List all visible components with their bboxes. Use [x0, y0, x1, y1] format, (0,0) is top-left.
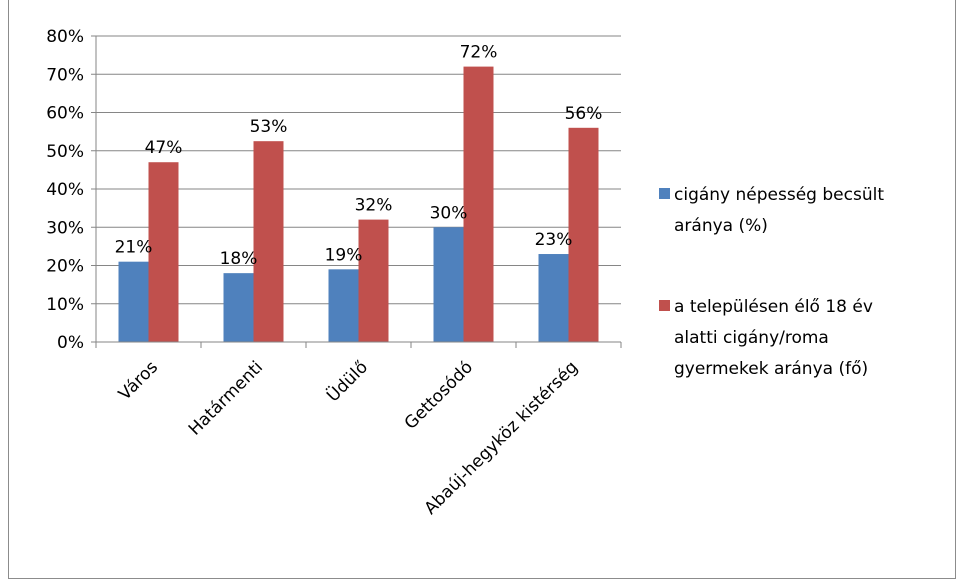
y-tick-label: 10%	[46, 295, 84, 315]
y-tick-label: 40%	[46, 180, 84, 200]
bar-series-2	[568, 127, 599, 342]
data-label: 72%	[460, 43, 498, 63]
data-label: 47%	[145, 138, 183, 158]
data-label: 21%	[115, 238, 153, 258]
y-tick-label: 50%	[46, 142, 84, 162]
data-label: 56%	[565, 104, 603, 124]
legend-label-line: alatti cigány/roma	[674, 328, 829, 348]
legend-swatch-series-2	[659, 300, 670, 311]
data-label: 32%	[355, 196, 393, 216]
data-label: 53%	[250, 117, 288, 137]
y-tick-labels: 0% 10% 20% 30% 40% 50% 60% 70% 80%	[46, 27, 84, 353]
x-category-label: Gettosódó	[401, 357, 477, 433]
bar-series-2	[253, 141, 284, 342]
y-tick-label: 20%	[46, 257, 84, 277]
data-label: 19%	[325, 245, 363, 265]
bar-series-2	[148, 162, 179, 342]
x-category-label: Határmenti	[185, 357, 267, 439]
x-category-label: Üdülő	[322, 356, 372, 406]
data-label: 23%	[535, 230, 573, 250]
x-category-label: Város	[115, 357, 162, 404]
legend-swatch-series-1	[659, 188, 670, 199]
y-tick-label: 30%	[46, 218, 84, 238]
y-tick-label: 0%	[57, 333, 84, 353]
bar-series-2	[358, 219, 389, 342]
y-tick-label: 60%	[46, 104, 84, 124]
data-labels: 21% 47% 18% 53% 19% 32% 30% 72% 23% 56%	[115, 43, 603, 270]
bar-series-1	[328, 269, 359, 342]
bar-series-1	[538, 254, 569, 342]
legend: cigány népesség becsült aránya (%) a telep…	[659, 185, 884, 379]
data-label: 18%	[220, 249, 258, 269]
y-tick-label: 70%	[46, 65, 84, 85]
bars	[118, 66, 599, 342]
y-tick-label: 80%	[46, 27, 84, 47]
legend-label-line: cigány népesség becsült	[674, 185, 884, 205]
bar-chart: 0% 10% 20% 30% 40% 50% 60% 70% 80% Város Határmen…	[46, 27, 884, 519]
chart-frame: 0% 10% 20% 30% 40% 50% 60% 70% 80% Város Határmen…	[8, 0, 956, 579]
bar-series-1	[223, 273, 254, 342]
legend-label-line: aránya (%)	[674, 216, 768, 236]
bar-series-1	[118, 261, 149, 342]
legend-label-line: gyermekek aránya (fő)	[674, 359, 868, 379]
legend-label-line: a településen élő 18 év	[674, 297, 873, 317]
axes	[91, 35, 622, 348]
bar-series-2	[463, 66, 494, 342]
data-label: 30%	[430, 203, 468, 223]
bar-series-1	[433, 227, 464, 342]
x-category-labels: Város Határmenti Üdülő GettosódóAbaúj-hegyk…	[115, 356, 582, 519]
